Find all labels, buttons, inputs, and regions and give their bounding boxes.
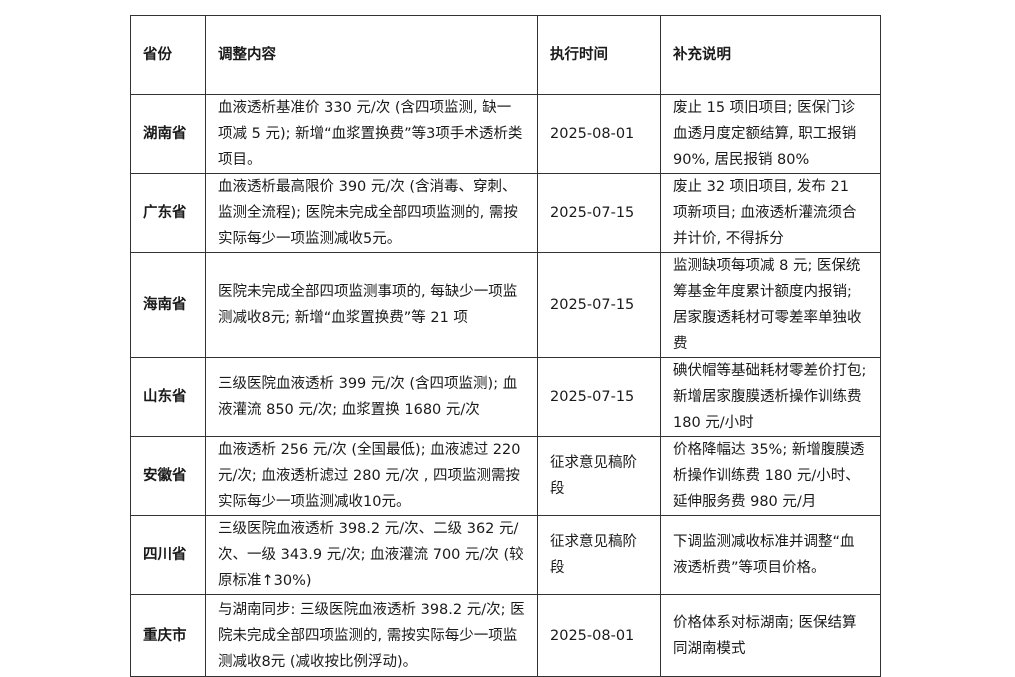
header-province: 省份 — [130, 15, 206, 95]
header-date: 执行时间 — [537, 15, 661, 95]
cell-notes: 废止 32 项旧项目, 发布 21 项新项目; 血液透析灌流须合并计价, 不得拆… — [660, 173, 881, 253]
cell-notes: 废止 15 项旧项目; 医保门诊血透月度定额结算, 职工报销 90%, 居民报销… — [660, 94, 881, 174]
cell-province: 广东省 — [130, 173, 206, 253]
cell-content: 血液透析 256 元/次 (全国最低); 血液滤过 220 元/次; 血液透析滤… — [205, 436, 538, 516]
cell-date: 2025-08-01 — [537, 594, 661, 677]
cell-date: 征求意见稿阶段 — [537, 436, 661, 516]
cell-date: 征求意见稿阶段 — [537, 515, 661, 595]
cell-date: 2025-07-15 — [537, 252, 661, 358]
cell-notes: 下调监测减收标准并调整“血液透析费”等项目价格。 — [660, 515, 881, 595]
cell-notes: 价格体系对标湖南; 医保结算同湖南模式 — [660, 594, 881, 677]
cell-province: 安徽省 — [130, 436, 206, 516]
cell-content: 与湖南同步: 三级医院血液透析 398.2 元/次; 医院未完成全部四项监测的,… — [205, 594, 538, 677]
table-row: 重庆市 与湖南同步: 三级医院血液透析 398.2 元/次; 医院未完成全部四项监… — [130, 594, 881, 677]
cell-content: 三级医院血液透析 399 元/次 (含四项监测); 血液灌流 850 元/次; … — [205, 357, 538, 437]
header-row: 省份 调整内容 执行时间 补充说明 — [130, 15, 881, 95]
cell-notes: 价格降幅达 35%; 新增腹膜透析操作训练费 180 元/小时、延伸服务费 98… — [660, 436, 881, 516]
cell-date: 2025-07-15 — [537, 357, 661, 437]
cell-province: 四川省 — [130, 515, 206, 595]
header-content: 调整内容 — [205, 15, 538, 95]
cell-content: 三级医院血液透析 398.2 元/次、二级 362 元/次、一级 343.9 元… — [205, 515, 538, 595]
cell-notes: 监测缺项每项减 8 元; 医保统筹基金年度累计额度内报销; 居家腹透耗材可零差率… — [660, 252, 881, 358]
cell-date: 2025-07-15 — [537, 173, 661, 253]
cell-province: 海南省 — [130, 252, 206, 358]
table-row: 安徽省 血液透析 256 元/次 (全国最低); 血液滤过 220 元/次; 血液… — [130, 436, 881, 516]
cell-province: 重庆市 — [130, 594, 206, 677]
table-row: 湖南省 血液透析基准价 330 元/次 (含四项监测, 缺一项减 5 元); 新增… — [130, 94, 881, 174]
table-row: 四川省 三级医院血液透析 398.2 元/次、二级 362 元/次、一级 343.… — [130, 515, 881, 595]
cell-content: 医院未完成全部四项监测事项的, 每缺少一项监测减收8元; 新增“血浆置换费”等 … — [205, 252, 538, 358]
cell-province: 湖南省 — [130, 94, 206, 174]
table-row: 山东省 三级医院血液透析 399 元/次 (含四项监测); 血液灌流 850 元/… — [130, 357, 881, 437]
cell-province: 山东省 — [130, 357, 206, 437]
header-notes: 补充说明 — [660, 15, 881, 95]
table-row: 广东省 血液透析最高限价 390 元/次 (含消毒、穿刺、监测全流程); 医院未完… — [130, 173, 881, 253]
cell-content: 血液透析最高限价 390 元/次 (含消毒、穿刺、监测全流程); 医院未完成全部… — [205, 173, 538, 253]
cell-date: 2025-08-01 — [537, 94, 661, 174]
cell-notes: 碘伏帽等基础耗材零差价打包; 新增居家腹膜透析操作训练费 180 元/小时 — [660, 357, 881, 437]
cell-content: 血液透析基准价 330 元/次 (含四项监测, 缺一项减 5 元); 新增“血浆… — [205, 94, 538, 174]
price-adjustment-table: 省份 调整内容 执行时间 补充说明 湖南省 血液透析基准价 330 元/次 (含四… — [130, 15, 881, 677]
table-row: 海南省 医院未完成全部四项监测事项的, 每缺少一项监测减收8元; 新增“血浆置换费… — [130, 252, 881, 358]
